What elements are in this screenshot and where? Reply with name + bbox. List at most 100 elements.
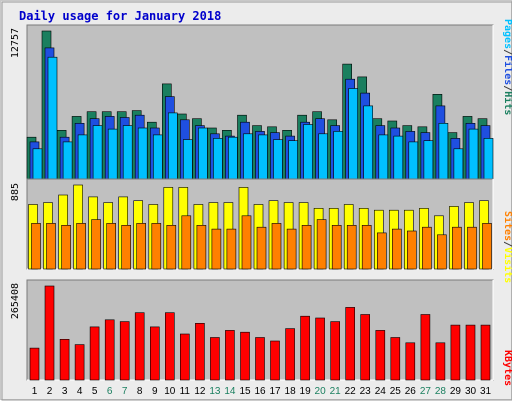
bar-top-pages-day-7 (122, 125, 133, 180)
x-tick-label-day-10: 10 (164, 386, 176, 397)
bar-mid-sites-day-15 (241, 215, 252, 270)
bar-top-pages-day-25 (393, 135, 404, 180)
x-tick-label-day-26: 26 (405, 386, 417, 397)
bar-mid-sites-day-19 (301, 225, 312, 270)
bar-top-pages-day-4 (77, 134, 88, 180)
x-tick-label-day-1: 1 (32, 386, 38, 397)
x-tick-label-day-19: 19 (300, 386, 312, 397)
legend-top-item-1: / (502, 49, 512, 55)
bar-mid-sites-day-2 (46, 223, 56, 270)
bar-bot-kbytes-day-7 (119, 321, 130, 381)
axis-max-label-bot: 265408 (10, 283, 21, 319)
bar-mid-sites-day-9 (151, 223, 162, 270)
legend-mid-item-2: Visits (502, 247, 512, 283)
legend-bot-item-0: KBytes (502, 350, 512, 386)
bar-bot-kbytes-day-3 (59, 338, 70, 381)
bar-mid-sites-day-1 (31, 223, 41, 270)
x-tick-label-day-11: 11 (180, 386, 191, 397)
chart-title: Daily usage for January 2018 (19, 9, 221, 23)
bar-bot-kbytes-day-6 (104, 319, 115, 381)
bar-bot-kbytes-day-5 (89, 326, 100, 381)
bar-mid-sites-day-6 (106, 223, 116, 270)
x-tick-label-day-15: 15 (239, 386, 251, 397)
bar-mid-sites-day-20 (316, 219, 327, 270)
bar-bot-kbytes-day-28 (435, 342, 446, 381)
bar-top-pages-day-9 (153, 134, 163, 180)
x-tick-label-day-9: 9 (152, 386, 158, 397)
legend-top-item-4: Hits (502, 91, 512, 115)
bar-mid-sites-day-7 (121, 225, 131, 270)
x-tick-label-day-5: 5 (92, 386, 98, 397)
bar-top-pages-day-3 (62, 141, 73, 180)
bar-bot-kbytes-day-19 (300, 315, 310, 381)
bar-mid-sites-day-5 (91, 219, 101, 270)
bar-mid-sites-day-21 (331, 225, 342, 270)
bar-top-pages-day-10 (168, 112, 178, 180)
bar-mid-sites-day-30 (467, 226, 477, 270)
bar-bot-kbytes-day-26 (405, 342, 416, 381)
x-tick-label-day-22: 22 (345, 386, 357, 397)
x-tick-label-day-3: 3 (62, 386, 68, 397)
bar-bot-kbytes-day-21 (330, 321, 341, 381)
bar-mid-sites-day-17 (271, 223, 282, 270)
bar-top-pages-day-8 (137, 127, 148, 180)
bar-top-pages-day-18 (288, 140, 298, 180)
bar-top-pages-day-31 (483, 138, 494, 180)
bar-bot-kbytes-day-25 (390, 337, 401, 381)
bar-bot-kbytes-day-1 (29, 347, 40, 381)
bar-bot-kbytes-day-30 (465, 324, 476, 381)
bar-top-pages-day-1 (32, 148, 43, 180)
bar-top-pages-day-22 (348, 88, 359, 180)
bar-mid-sites-day-11 (181, 215, 192, 270)
bar-mid-sites-day-28 (437, 234, 447, 270)
bar-bot-kbytes-day-2 (44, 285, 55, 381)
bar-bot-kbytes-day-8 (134, 312, 145, 381)
bar-bot-kbytes-day-11 (180, 333, 190, 381)
x-tick-label-day-12: 12 (194, 386, 206, 397)
x-tick-label-day-30: 30 (465, 386, 477, 397)
bar-bot-kbytes-day-24 (375, 330, 386, 381)
axis-max-label-mid: 885 (10, 183, 21, 201)
bar-bot-kbytes-day-22 (345, 307, 356, 381)
bar-bot-kbytes-day-18 (285, 328, 295, 381)
bar-top-pages-day-23 (363, 105, 374, 180)
x-tick-label-day-18: 18 (285, 386, 297, 397)
bar-mid-sites-day-29 (452, 226, 462, 270)
bar-bot-kbytes-day-10 (165, 312, 175, 381)
bar-top-pages-day-20 (318, 133, 328, 180)
bar-top-pages-day-15 (243, 133, 253, 180)
bar-top-pages-day-27 (423, 140, 434, 180)
bar-mid-sites-day-24 (376, 232, 387, 270)
bar-top-pages-day-24 (378, 134, 389, 180)
x-tick-label-day-23: 23 (360, 386, 372, 397)
bar-top-pages-day-5 (92, 125, 103, 180)
bar-bot-kbytes-day-13 (210, 337, 220, 381)
x-tick-label-day-16: 16 (254, 386, 266, 397)
x-tick-label-day-20: 20 (315, 386, 327, 397)
bar-top-pages-day-6 (107, 128, 118, 180)
bar-mid-sites-day-8 (136, 223, 146, 270)
bar-top-pages-day-13 (213, 138, 223, 180)
bar-top-pages-day-12 (198, 127, 208, 180)
bar-top-pages-day-26 (408, 141, 419, 180)
bar-mid-sites-day-27 (422, 226, 432, 270)
bar-mid-sites-day-16 (256, 226, 267, 270)
bar-mid-sites-day-13 (211, 228, 222, 270)
bar-mid-sites-day-22 (346, 225, 357, 270)
bar-top-pages-day-29 (453, 148, 464, 180)
bar-top-pages-day-14 (228, 136, 238, 180)
bar-bot-kbytes-day-12 (195, 322, 205, 381)
x-tick-label-day-2: 2 (47, 386, 53, 397)
bar-top-pages-day-17 (273, 139, 283, 180)
legend-top-item-0: Pages (502, 19, 512, 49)
bar-bot-kbytes-day-9 (150, 326, 160, 381)
legend-mid: Sites/Visits (502, 211, 512, 283)
bar-bot-kbytes-day-20 (315, 317, 325, 381)
bar-mid-sites-day-4 (76, 223, 86, 270)
bar-top-pages-day-19 (303, 124, 313, 180)
x-tick-label-day-29: 29 (450, 386, 462, 397)
x-tick-label-day-17: 17 (269, 386, 281, 397)
x-tick-label-day-21: 21 (330, 386, 342, 397)
